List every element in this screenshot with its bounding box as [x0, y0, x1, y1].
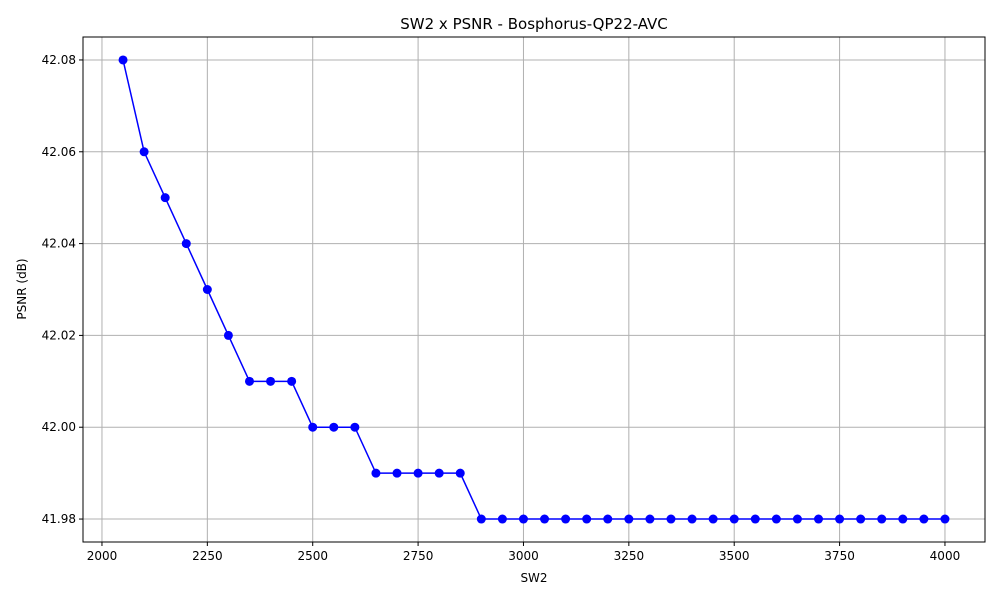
x-tick-label: 2750 — [403, 549, 434, 563]
x-tick-label: 2500 — [297, 549, 328, 563]
data-point — [202, 285, 212, 294]
data-point — [160, 193, 170, 203]
data-point — [181, 239, 191, 249]
y-axis-label: PSNR (dB) — [15, 258, 29, 319]
data-point — [497, 514, 507, 524]
data-point — [666, 514, 676, 524]
x-tick-label: 2250 — [192, 549, 223, 563]
x-axis-label: SW2 — [520, 571, 547, 585]
data-point — [582, 514, 592, 524]
data-point — [308, 422, 318, 432]
x-tick-label: 3500 — [719, 549, 750, 563]
data-point — [561, 514, 571, 524]
data-point — [877, 514, 887, 524]
y-tick-label: 42.00 — [42, 420, 76, 434]
data-point — [708, 514, 718, 524]
data-point — [814, 514, 824, 524]
series-layer — [118, 55, 950, 524]
chart-title: SW2 x PSNR - Bosphorus-QP22-AVC — [400, 15, 667, 33]
data-point — [750, 514, 760, 524]
data-point — [329, 422, 339, 432]
data-point — [540, 514, 550, 524]
data-point — [392, 468, 402, 478]
data-point — [919, 514, 929, 524]
y-axis-ticks: 41.98 42.00 42.02 42.04 42.06 42.08 — [42, 53, 83, 526]
y-tick-label: 42.02 — [42, 328, 76, 342]
y-tick-label: 42.04 — [42, 237, 76, 251]
x-tick-label: 3750 — [824, 549, 855, 563]
data-point — [645, 514, 655, 524]
data-point — [792, 514, 802, 524]
data-point — [518, 514, 528, 524]
y-tick-label: 42.06 — [42, 145, 76, 159]
x-tick-label: 3000 — [508, 549, 539, 563]
data-point — [287, 376, 297, 386]
data-point — [413, 468, 423, 478]
data-point — [223, 330, 233, 340]
data-point — [371, 468, 381, 478]
data-point — [729, 514, 739, 524]
data-point — [771, 514, 781, 524]
data-point — [118, 55, 128, 65]
x-tick-label: 2000 — [87, 549, 118, 563]
data-point — [898, 514, 908, 524]
data-point — [687, 514, 697, 524]
series-line — [122, 59, 945, 520]
data-point — [940, 514, 950, 524]
x-tick-label: 3250 — [614, 549, 645, 563]
data-point — [350, 422, 360, 432]
data-point — [266, 376, 276, 386]
plot-area-frame — [82, 36, 986, 543]
data-point — [244, 376, 254, 386]
y-tick-label: 41.98 — [42, 512, 76, 526]
x-tick-label: 4000 — [930, 549, 961, 563]
data-point — [603, 514, 613, 524]
data-point — [455, 468, 465, 478]
x-axis-ticks: 2000 2250 2500 2750 3000 3250 3500 3750 4000 — [87, 542, 961, 563]
data-point — [434, 468, 444, 478]
data-point — [856, 514, 866, 524]
data-point — [624, 514, 634, 524]
data-point — [835, 514, 845, 524]
data-point — [476, 514, 486, 524]
y-tick-label: 42.08 — [42, 53, 76, 67]
data-point — [139, 147, 149, 157]
